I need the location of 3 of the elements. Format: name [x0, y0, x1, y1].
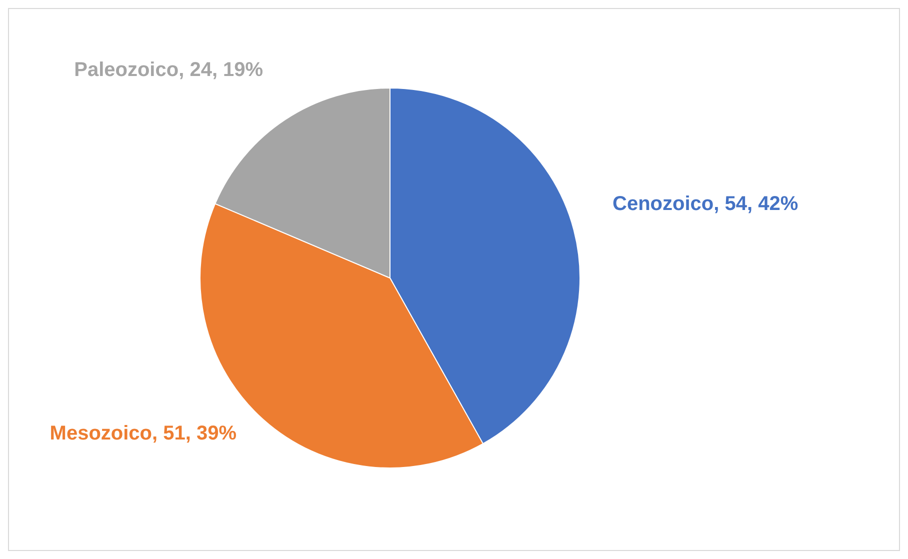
slice-label: Cenozoico, 54, 42%: [612, 192, 798, 215]
slice-label: Mesozoico, 51, 39%: [50, 422, 237, 444]
slice-label: Paleozoico, 24, 19%: [74, 59, 264, 82]
